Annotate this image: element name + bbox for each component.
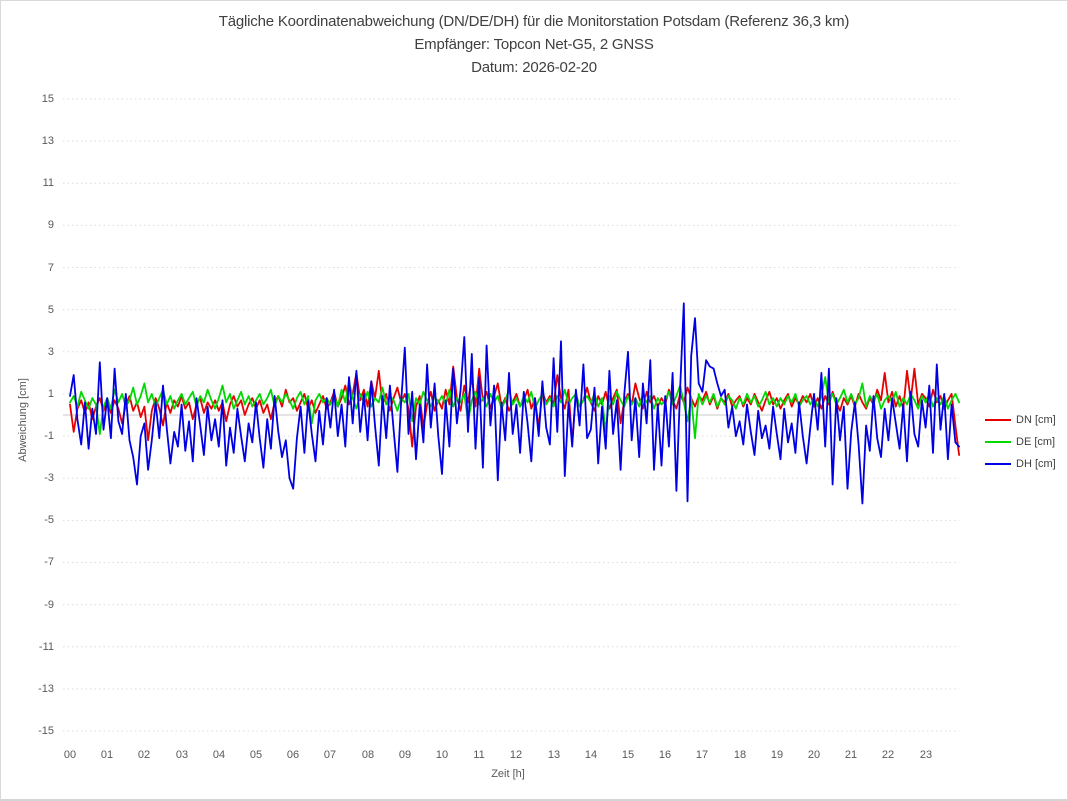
x-tick-label: 05 [249,749,263,761]
legend-label-de: DE [cm] [1016,436,1056,448]
legend-label-dn: DN [cm] [1016,414,1056,426]
x-tick-label: 22 [881,749,895,761]
x-tick-label: 09 [398,749,412,761]
x-tick-label: 16 [658,749,672,761]
y-tick-label: -5 [44,514,54,526]
chart-date-line: Datum: 2026-02-20 [471,59,597,76]
x-tick-label: 20 [807,749,821,761]
x-tick-label: 10 [435,749,449,761]
dh-line-swatch-icon [985,462,1011,466]
x-tick-label: 11 [473,749,485,761]
x-tick-label: 06 [286,749,300,761]
y-tick-label: -9 [44,599,54,611]
x-tick-label: 13 [547,749,561,761]
y-tick-label: 3 [47,346,54,358]
legend-row-de: DE [cm] [985,431,1056,453]
y-tick-label: 5 [47,304,54,316]
y-tick-label: -13 [38,683,54,695]
legend: DN [cm] DE [cm] DH [cm] [985,409,1056,475]
series-line-dh [69,302,960,505]
x-tick-label: 18 [733,749,747,761]
x-tick-label: 01 [100,749,114,761]
x-tick-label: 17 [695,749,709,761]
x-tick-label: 15 [621,749,635,761]
x-tick-label: 23 [919,749,933,761]
x-tick-label: 19 [770,749,784,761]
chart-title: Tägliche Koordinatenabweichung (DN/DE/DH… [218,13,850,30]
series-line-dn [69,365,960,456]
legend-row-dh: DH [cm] [985,453,1056,475]
x-tick-label: 03 [175,749,189,761]
y-tick-label: -1 [44,430,54,442]
y-tick-label: -7 [44,556,54,568]
y-tick-label: -3 [44,472,54,484]
x-tick-label: 00 [63,749,77,761]
y-tick-label: -11 [38,641,54,653]
y-tick-label: 7 [47,262,54,274]
legend-row-dn: DN [cm] [985,409,1056,431]
y-tick-label: 15 [41,93,54,105]
de-line-swatch-icon [985,440,1011,444]
x-tick-label: 14 [584,749,598,761]
x-tick-label: 08 [361,749,375,761]
series-line-de [69,376,960,440]
y-tick-label: 13 [41,135,54,147]
y-tick-label: 1 [47,388,54,400]
chart-subtitle: Empfänger: Topcon Net-G5, 2 GNSS [414,36,654,53]
y-tick-label: -15 [38,725,54,737]
dn-line-swatch-icon [985,418,1011,422]
y-tick-label: 9 [47,219,54,231]
x-tick-label: 21 [844,749,858,761]
x-axis-title: Zeit [h] [491,768,525,780]
legend-label-dh: DH [cm] [1016,458,1056,470]
y-tick-label: 11 [42,177,54,189]
x-tick-label: 12 [509,749,523,761]
x-tick-label: 04 [212,749,226,761]
x-tick-label: 07 [323,749,337,761]
x-tick-label: 02 [137,749,151,761]
